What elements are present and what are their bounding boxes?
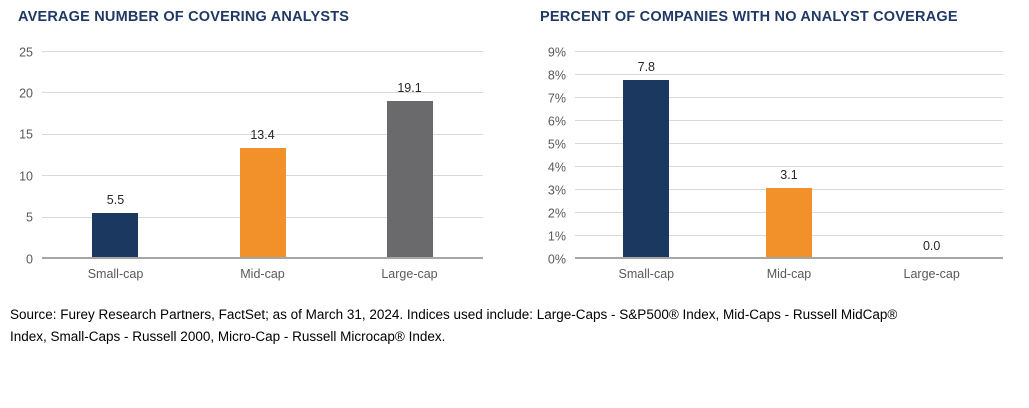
plot-area-no-coverage: 0% 1% 2% 3% 4% 5% 6% 7% 8% 9% 7.8 Small-cap 3.1 Mid-c… [548,46,1003,281]
source-line-2: Index, Small-Caps - Russell 2000, Micro-… [10,328,446,344]
bar-mid-cap [766,187,812,259]
y-tick-label: 0 [26,251,33,266]
bar-small-cap [92,213,139,259]
gridline [575,120,1003,122]
y-tick-label: 6% [547,113,566,128]
category-label-small-cap: Small-cap [87,267,144,281]
value-label-mid-cap: 3.1 [780,167,798,182]
gridline [575,143,1003,144]
x-axis-line [575,257,1003,259]
gridline [42,92,483,94]
y-tick-label: 0% [547,251,566,266]
category-label-small-cap: Small-cap [618,267,675,281]
y-tick-label: 15 [19,127,33,142]
chart-title-avg-analysts: AVERAGE NUMBER OF COVERING ANALYSTS [18,9,350,25]
gridline [42,51,483,52]
y-tick-label: 8% [547,67,566,82]
y-tick-label: 10 [19,168,33,183]
value-label-small-cap: 7.8 [637,59,656,74]
y-tick-label: 20 [19,86,33,101]
category-label-mid-cap: Mid-cap [240,267,285,281]
category-label-large-cap: Large-cap [903,267,960,281]
value-label-mid-cap: 13.4 [250,128,275,143]
gridline [575,166,1003,167]
y-tick-label: 3% [547,182,566,197]
y-tick-label: 4% [547,159,566,174]
value-label-small-cap: 5.5 [106,193,125,208]
category-label-large-cap: Large-cap [381,267,438,281]
y-tick-label: 9% [547,44,566,59]
gridline [42,133,483,135]
bar-large-cap [386,100,433,259]
y-tick-label: 5% [547,136,566,151]
category-label-mid-cap: Mid-cap [766,267,812,281]
value-label-large-cap: 0.0 [922,239,941,253]
gridline [575,97,1003,98]
chart-title-no-coverage: PERCENT OF COMPANIES WITH NO ANALYST COV… [540,9,958,25]
y-tick-label: 25 [19,44,33,59]
value-label-large-cap: 19.1 [397,80,422,95]
y-tick-label: 1% [547,228,566,243]
bar-mid-cap [239,148,286,259]
plot-area-avg-analysts: 0 5 10 15 20 25 5.5 Small-cap 13.4 Mid-cap 19.1 Lar… [19,46,483,281]
y-tick-label: 7% [547,90,566,105]
source-line-1: Source: Furey Research Partners, FactSet… [10,307,898,322]
bar-small-cap [623,79,670,259]
gridline [575,74,1003,75]
y-tick-label: 2% [547,205,566,220]
gridline [575,51,1003,52]
y-tick-label: 5 [26,210,33,225]
source-note: Source: Furey Research Partners, FactSet… [10,304,990,347]
x-axis-line [42,257,483,259]
